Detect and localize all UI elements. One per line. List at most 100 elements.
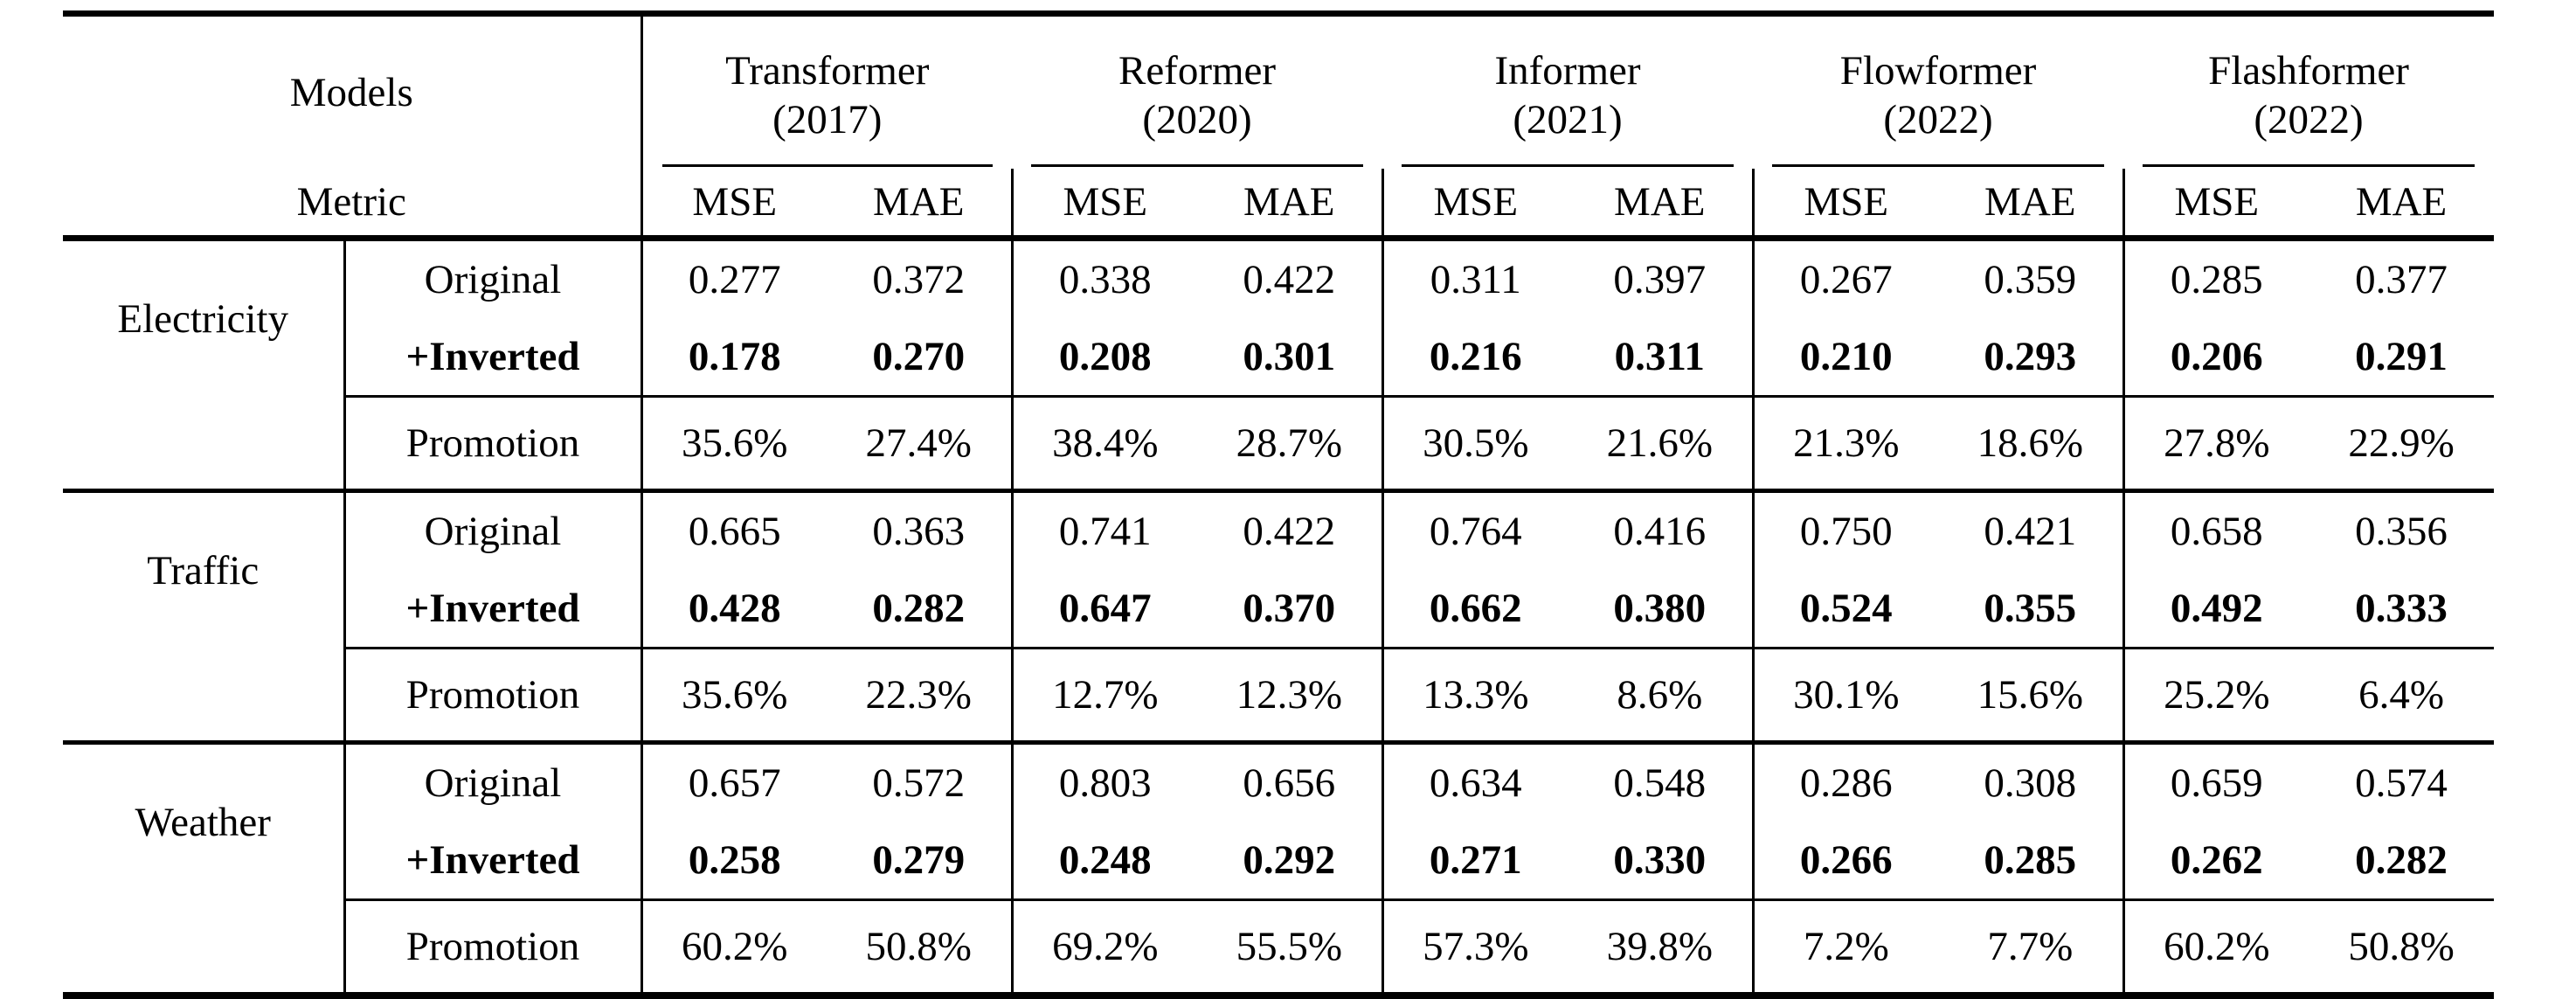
metric-value: 0.572 xyxy=(872,760,966,806)
promotion-value: 12.7% xyxy=(1010,647,1198,745)
dataset-label: Traffic xyxy=(147,547,260,593)
metric-header: MSE xyxy=(640,169,827,241)
metric-value: 0.311 xyxy=(1381,238,1568,318)
metric-value: 0.764 xyxy=(1381,490,1568,570)
row-promotion-traffic: Promotion 35.6% 22.3% 12.7% 12.3% 13.3% … xyxy=(63,647,2495,745)
row-label: Original xyxy=(343,238,641,318)
promotion-value: 22.3% xyxy=(827,647,1013,745)
metric-value: 0.363 xyxy=(872,508,966,554)
row-label: Original xyxy=(343,490,641,570)
metric-header: MAE xyxy=(2309,169,2495,241)
model-name: Reformer xyxy=(1118,47,1277,94)
metric-value: 0.271 xyxy=(1381,822,1568,900)
metric-value: 0.291 xyxy=(2355,333,2448,379)
promotion-value: 38.4% xyxy=(1010,395,1198,493)
metric-value: 0.657 xyxy=(640,742,827,822)
metric-value: 0.634 xyxy=(1381,742,1568,822)
metric-value: 0.372 xyxy=(872,256,966,302)
row-inverted-weather: +Inverted 0.258 0.279 0.248 0.292 0.271 … xyxy=(63,822,2494,900)
promotion-value: 12.3% xyxy=(1197,647,1383,745)
metric-value: 0.659 xyxy=(2122,742,2309,822)
promotion-label: Promotion xyxy=(343,898,641,996)
metric-value: 0.574 xyxy=(2355,760,2448,806)
header-metric-row: Metric MSE MAE MSE MAE MSE MAE MSE MAE M… xyxy=(63,169,2495,241)
spacer-cell xyxy=(63,648,344,745)
promotion-value: 13.3% xyxy=(1381,647,1568,745)
metric-value: 0.262 xyxy=(2122,822,2309,900)
dataset-label: Weather xyxy=(135,799,271,845)
metric-value: 0.282 xyxy=(2355,836,2448,883)
model-header-flowformer: Flowformer (2022) xyxy=(1753,14,2123,170)
metric-value: 0.428 xyxy=(640,570,827,649)
model-header-flashformer: Flashformer (2022) xyxy=(2123,14,2494,170)
metric-header: MSE xyxy=(1010,169,1198,241)
metric-value: 0.741 xyxy=(1010,490,1198,570)
metric-value: 0.206 xyxy=(2122,318,2309,397)
metric-value: 0.803 xyxy=(1010,742,1198,822)
promotion-value: 25.2% xyxy=(2122,647,2309,745)
metric-value: 0.359 xyxy=(1984,256,2077,302)
model-header-informer: Informer (2021) xyxy=(1382,14,1753,170)
metric-value: 0.270 xyxy=(872,333,966,379)
promotion-value: 60.2% xyxy=(640,898,827,996)
spacer-cell xyxy=(63,396,344,493)
promotion-value: 21.6% xyxy=(1568,395,1754,493)
metric-value: 0.355 xyxy=(1984,585,2077,631)
promotion-value: 22.9% xyxy=(2309,395,2495,493)
promotion-value: 6.4% xyxy=(2309,647,2495,745)
metric-value: 0.330 xyxy=(1613,836,1707,883)
metric-value: 0.282 xyxy=(872,585,966,631)
metric-header-label: Metric xyxy=(63,169,641,241)
model-header-reformer: Reformer (2020) xyxy=(1012,14,1382,170)
metric-value: 0.210 xyxy=(1751,318,1939,397)
metric-header: MSE xyxy=(1381,169,1568,241)
model-year: (2022) xyxy=(2254,97,2364,142)
model-name: Flashformer xyxy=(2208,47,2409,94)
metric-value: 0.647 xyxy=(1010,570,1198,649)
metric-value: 0.266 xyxy=(1751,822,1939,900)
metric-value: 0.178 xyxy=(640,318,827,397)
metric-value: 0.285 xyxy=(1984,836,2077,883)
row-label: +Inverted xyxy=(343,570,641,649)
metric-value: 0.422 xyxy=(1243,256,1336,302)
row-label: +Inverted xyxy=(343,822,641,900)
row-inverted-electricity: +Inverted 0.178 0.270 0.208 0.301 0.216 … xyxy=(63,318,2494,397)
spacer-cell xyxy=(63,900,344,996)
results-table: Models Transformer (2017) Reformer (2020… xyxy=(63,10,2495,999)
metric-header: MSE xyxy=(1751,169,1939,241)
promotion-value: 27.8% xyxy=(2122,395,2309,493)
model-header-transformer: Transformer (2017) xyxy=(640,13,1013,169)
metric-header: MAE xyxy=(1938,169,2124,241)
metric-value: 0.397 xyxy=(1613,256,1707,302)
metric-header: MAE xyxy=(827,169,1013,241)
metric-value: 0.292 xyxy=(1243,836,1336,883)
metric-value: 0.492 xyxy=(2122,570,2309,649)
promotion-label: Promotion xyxy=(343,647,641,745)
row-inverted-traffic: +Inverted 0.428 0.282 0.647 0.370 0.662 … xyxy=(63,570,2494,649)
promotion-value: 30.1% xyxy=(1751,647,1939,745)
metric-value: 0.301 xyxy=(1243,333,1336,379)
metric-value: 0.665 xyxy=(640,490,827,570)
promotion-value: 55.5% xyxy=(1197,898,1383,996)
metric-value: 0.333 xyxy=(2355,585,2448,631)
metric-value: 0.524 xyxy=(1751,570,1939,649)
metric-header: MAE xyxy=(1197,169,1383,241)
metric-header: MSE xyxy=(2122,169,2309,241)
model-year: (2020) xyxy=(1142,97,1252,142)
promotion-value: 57.3% xyxy=(1381,898,1568,996)
metric-value: 0.662 xyxy=(1381,570,1568,649)
promotion-label: Promotion xyxy=(343,395,641,493)
row-original-electricity: Electricity Original 0.277 0.372 0.338 0… xyxy=(63,238,2494,342)
dataset-label: Electricity xyxy=(117,295,289,342)
metric-value: 0.416 xyxy=(1613,508,1707,554)
model-name: Transformer xyxy=(725,47,930,94)
promotion-value: 30.5% xyxy=(1381,395,1568,493)
metric-value: 0.277 xyxy=(640,238,827,318)
metric-value: 0.377 xyxy=(2355,256,2448,302)
row-original-weather: Weather Original 0.657 0.572 0.803 0.656… xyxy=(63,742,2494,845)
promotion-value: 60.2% xyxy=(2122,898,2309,996)
metric-value: 0.656 xyxy=(1243,760,1336,806)
promotion-value: 7.2% xyxy=(1751,898,1939,996)
metric-value: 0.279 xyxy=(872,836,966,883)
metric-value: 0.658 xyxy=(2122,490,2309,570)
